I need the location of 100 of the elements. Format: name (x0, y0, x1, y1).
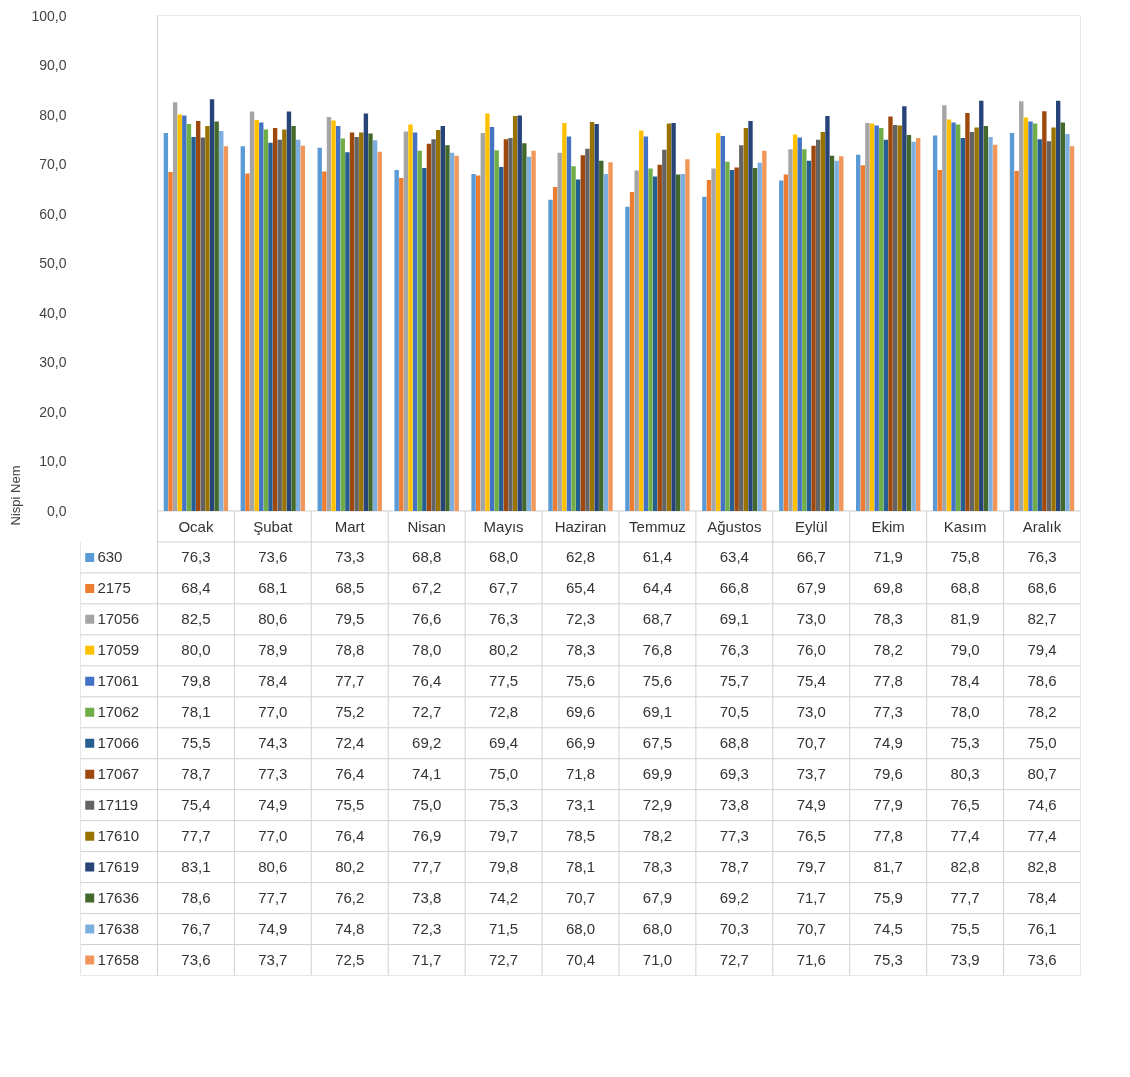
bar (340, 138, 345, 511)
bar (394, 170, 399, 511)
data-label: 79,0 (950, 641, 980, 659)
bar (792, 134, 798, 511)
bar (291, 125, 296, 511)
data-label: 74,3 (258, 734, 288, 752)
bar (489, 126, 495, 511)
data-label: 62,8 (565, 548, 596, 566)
data-label: 82,8 (1027, 858, 1057, 876)
data-label: 77,7 (950, 889, 980, 907)
bar (1037, 139, 1042, 511)
bar (403, 131, 409, 511)
bar (676, 174, 681, 511)
x-tick-label: Haziran (554, 517, 607, 535)
data-label: 72,3 (565, 610, 596, 628)
data-label: 76,3 (181, 548, 211, 566)
bar (666, 123, 672, 511)
bar (508, 137, 513, 511)
bar (979, 100, 984, 511)
bar (648, 168, 653, 511)
data-label: 76,0 (796, 641, 826, 659)
bar (471, 174, 476, 511)
bar (625, 206, 630, 511)
data-label: 71,5 (488, 920, 519, 938)
data-label: 78,2 (873, 641, 903, 659)
bar (412, 132, 418, 511)
bar (576, 179, 581, 511)
legend-label: 17056 (97, 610, 140, 628)
legend-label: 17061 (97, 672, 140, 690)
bar (336, 125, 341, 511)
bar (942, 105, 947, 511)
bar (245, 173, 250, 511)
data-label: 69,2 (719, 889, 749, 907)
data-label: 79,7 (796, 858, 826, 876)
bar (879, 127, 884, 511)
y-tick-label: 0,0 (47, 502, 67, 519)
legend-label: 17062 (97, 703, 140, 721)
data-label: 68,5 (335, 579, 365, 597)
bar (657, 164, 662, 511)
data-label: 76,6 (412, 610, 442, 628)
data-label: 78,0 (950, 703, 980, 721)
data-label: 77,4 (1027, 827, 1057, 845)
bar (1060, 122, 1065, 511)
y-tick-label: 100,0 (31, 7, 67, 24)
bar (557, 152, 562, 511)
bar (706, 180, 712, 511)
legend-label: 630 (97, 548, 123, 566)
bar (431, 139, 436, 511)
bar (296, 139, 301, 511)
data-label: 69,3 (719, 765, 749, 783)
bar (408, 124, 413, 511)
bar (702, 196, 707, 511)
data-label: 75,3 (873, 951, 903, 969)
data-label: 68,8 (412, 548, 442, 566)
data-label: 76,3 (719, 641, 749, 659)
y-tick-label: 50,0 (39, 255, 67, 272)
data-label: 77,0 (258, 827, 288, 845)
bar (531, 150, 536, 511)
data-label: 77,7 (335, 672, 365, 690)
data-label: 64,4 (642, 579, 673, 597)
data-label: 72,7 (412, 703, 442, 721)
bar (892, 125, 898, 511)
bar (802, 149, 807, 511)
bar (608, 162, 613, 511)
data-label: 78,4 (1027, 889, 1057, 907)
bar (219, 130, 224, 511)
bar (331, 120, 336, 511)
bar (589, 122, 595, 511)
bar (272, 127, 278, 511)
bar (716, 132, 721, 511)
data-label: 71,9 (873, 548, 903, 566)
y-tick-label: 40,0 (39, 304, 67, 321)
bar (729, 170, 735, 511)
data-label: 77,7 (181, 827, 211, 845)
data-label: 75,4 (796, 672, 826, 690)
data-label: 68,8 (719, 734, 749, 752)
bar (499, 167, 504, 511)
data-label: 80,6 (258, 858, 288, 876)
data-label: 76,4 (335, 765, 365, 783)
legend-label: 17059 (97, 641, 140, 659)
bar (946, 119, 952, 511)
bar (1051, 127, 1056, 511)
legend-label: 2175 (97, 579, 131, 597)
data-label: 69,9 (642, 765, 673, 783)
bar (494, 150, 499, 511)
bar (888, 116, 893, 511)
legend-label: 17119 (97, 796, 139, 814)
bar (1023, 117, 1029, 511)
bar (725, 161, 730, 511)
data-label: 78,4 (258, 672, 288, 690)
data-label: 81,9 (950, 610, 980, 628)
data-label: 75,0 (488, 765, 519, 783)
x-tick-label: Mart (334, 517, 366, 535)
x-tick-label: Aralık (1022, 517, 1062, 535)
bar (983, 125, 989, 511)
data-label: 73,7 (258, 951, 288, 969)
bar (399, 178, 404, 511)
bar (906, 134, 912, 511)
data-label: 68,8 (950, 579, 980, 597)
data-label: 80,2 (335, 858, 365, 876)
